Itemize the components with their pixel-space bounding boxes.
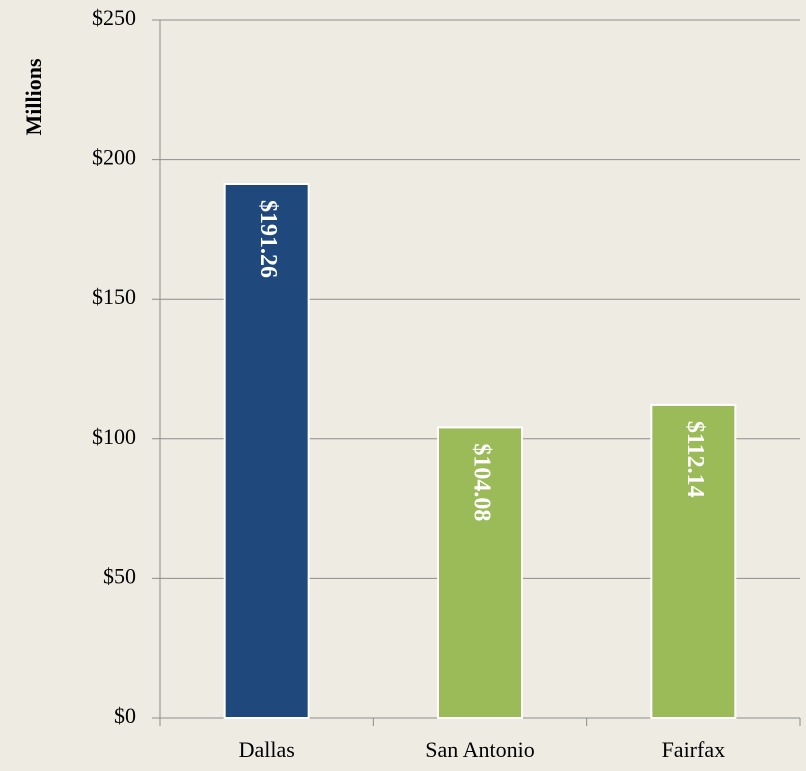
value-label: $191.26 xyxy=(255,200,281,278)
y-tick-label: $200 xyxy=(92,145,136,170)
value-label: $104.08 xyxy=(468,443,494,521)
y-axis-label: Millions xyxy=(21,58,46,135)
y-tick-label: $150 xyxy=(92,284,136,309)
value-label: $112.14 xyxy=(682,421,708,498)
x-tick-label: San Antonio xyxy=(425,737,534,762)
x-tick-label: Fairfax xyxy=(662,737,726,762)
y-tick-label: $0 xyxy=(114,703,136,728)
y-tick-label: $250 xyxy=(92,5,136,30)
y-tick-label: $100 xyxy=(92,424,136,449)
bar xyxy=(223,183,310,719)
bar xyxy=(650,403,737,719)
bar xyxy=(437,426,523,719)
y-tick-label: $50 xyxy=(103,563,136,588)
x-tick-label: Dallas xyxy=(239,737,295,762)
